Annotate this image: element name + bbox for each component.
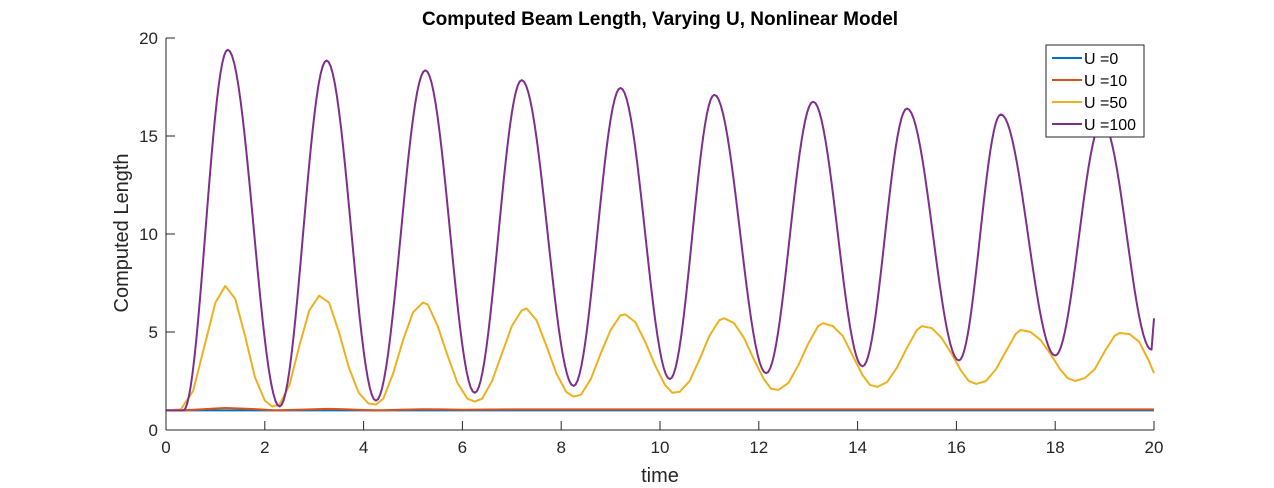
series-line-1 (166, 407, 1154, 412)
y-tick-label: 0 (149, 421, 158, 440)
x-tick-label: 0 (161, 438, 170, 457)
series-line-3 (166, 48, 1155, 412)
x-tick-label: 20 (1145, 438, 1164, 457)
x-tick-label: 10 (651, 438, 670, 457)
legend-label: U =0 (1084, 51, 1118, 68)
legend-label: U =100 (1084, 117, 1136, 134)
plot-area: 0 2 4 6 8 10 12 14 16 18 20 0 5 10 15 20 (139, 29, 1163, 457)
legend-box (1045, 44, 1145, 138)
x-tick-label: 14 (848, 438, 867, 457)
x-tick-label: 8 (556, 438, 565, 457)
x-tick-label: 16 (947, 438, 966, 457)
legend: U =0 U =10 U =50 U =100 (1045, 44, 1145, 138)
x-tick-label: 18 (1046, 438, 1065, 457)
y-tick-label: 10 (139, 225, 158, 244)
y-axis-label: Computed Length (111, 153, 133, 312)
x-tick-label: 6 (458, 438, 467, 457)
legend-label: U =10 (1084, 73, 1127, 90)
y-tick-label: 20 (139, 29, 158, 48)
ticks-layer: 0 2 4 6 8 10 12 14 16 18 20 0 5 10 15 20 (139, 29, 1163, 457)
y-tick-label: 5 (149, 323, 158, 342)
x-tick-label: 2 (260, 438, 269, 457)
x-tick-label: 12 (749, 438, 768, 457)
axes-box (166, 38, 1154, 430)
series-line-2 (165, 284, 1155, 412)
x-tick-label: 4 (359, 438, 368, 457)
x-axis-label: time (641, 465, 679, 487)
legend-label: U =50 (1084, 95, 1127, 112)
series-layer (165, 48, 1155, 412)
y-tick-label: 15 (139, 127, 158, 146)
chart-title: Computed Beam Length, Varying U, Nonline… (422, 9, 898, 30)
